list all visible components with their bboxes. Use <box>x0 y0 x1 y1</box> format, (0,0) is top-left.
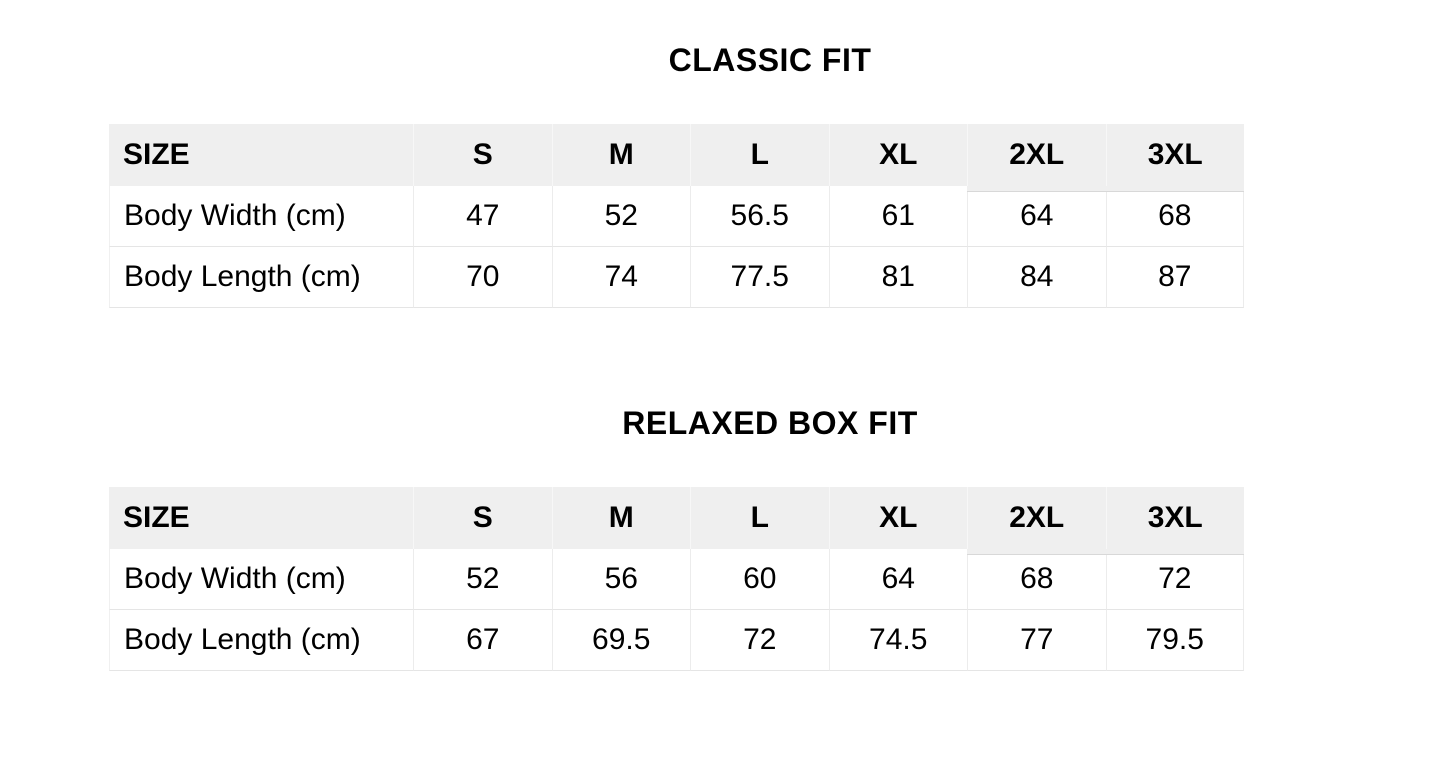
measurement-value: 69.5 <box>551 610 690 671</box>
body-length-row: Body Length (cm) 70 74 77.5 81 84 87 <box>109 247 1244 308</box>
measurement-value: 56 <box>551 549 690 610</box>
size-col-header-3xl: 3XL <box>1105 124 1244 192</box>
measurement-value: 68 <box>1105 186 1244 247</box>
measurement-row-label: Body Width (cm) <box>109 549 413 610</box>
size-corner-header: SIZE <box>109 124 413 186</box>
size-header-row: SIZE S M L XL 2XL 3XL <box>109 487 1244 555</box>
measurement-row-label: Body Length (cm) <box>109 610 413 671</box>
measurement-value: 87 <box>1105 247 1244 308</box>
size-col-header-m: M <box>551 124 690 186</box>
measurement-value: 84 <box>967 247 1106 308</box>
measurement-value: 79.5 <box>1105 610 1244 671</box>
measurement-value: 61 <box>828 186 967 247</box>
size-col-header-s: S <box>413 124 552 186</box>
measurement-value: 47 <box>413 186 552 247</box>
measurement-row-label: Body Width (cm) <box>109 186 413 247</box>
body-length-row: Body Length (cm) 67 69.5 72 74.5 77 79.5 <box>109 610 1244 671</box>
measurement-value: 74 <box>551 247 690 308</box>
measurement-value: 72 <box>1105 549 1244 610</box>
measurement-value: 68 <box>967 549 1106 610</box>
measurement-value: 70 <box>413 247 552 308</box>
measurement-value: 74.5 <box>828 610 967 671</box>
size-header-row: SIZE S M L XL 2XL 3XL <box>109 124 1244 192</box>
size-col-header-xl: XL <box>828 487 967 549</box>
measurement-value: 60 <box>690 549 829 610</box>
classic-fit-size-table: SIZE S M L XL 2XL 3XL Body Width (cm) 47… <box>109 124 1244 308</box>
size-col-header-2xl: 2XL <box>967 487 1106 555</box>
size-col-header-2xl: 2XL <box>967 124 1106 192</box>
measurement-row-label: Body Length (cm) <box>109 247 413 308</box>
size-col-header-l: L <box>690 124 829 186</box>
size-col-header-3xl: 3XL <box>1105 487 1244 555</box>
measurement-value: 52 <box>413 549 552 610</box>
size-corner-header: SIZE <box>109 487 413 549</box>
measurement-value: 72 <box>690 610 829 671</box>
relaxed-box-fit-size-table: SIZE S M L XL 2XL 3XL Body Width (cm) 52… <box>109 487 1244 671</box>
measurement-value: 77 <box>967 610 1106 671</box>
measurement-value: 67 <box>413 610 552 671</box>
size-col-header-l: L <box>690 487 829 549</box>
size-col-header-xl: XL <box>828 124 967 186</box>
relaxed-box-fit-section: RELAXED BOX FIT SIZE S M L XL 2XL 3XL Bo… <box>0 404 1445 671</box>
measurement-value: 52 <box>551 186 690 247</box>
measurement-value: 64 <box>967 186 1106 247</box>
relaxed-box-fit-title: RELAXED BOX FIT <box>622 405 918 441</box>
measurement-value: 77.5 <box>690 247 829 308</box>
measurement-value: 81 <box>828 247 967 308</box>
classic-fit-title: CLASSIC FIT <box>668 42 872 78</box>
body-width-row: Body Width (cm) 52 56 60 64 68 72 <box>109 549 1244 610</box>
classic-fit-section: CLASSIC FIT SIZE S M L XL 2XL 3XL Body W… <box>0 41 1445 308</box>
size-col-header-m: M <box>551 487 690 549</box>
measurement-value: 64 <box>828 549 967 610</box>
body-width-row: Body Width (cm) 47 52 56.5 61 64 68 <box>109 186 1244 247</box>
size-col-header-s: S <box>413 487 552 549</box>
measurement-value: 56.5 <box>690 186 829 247</box>
